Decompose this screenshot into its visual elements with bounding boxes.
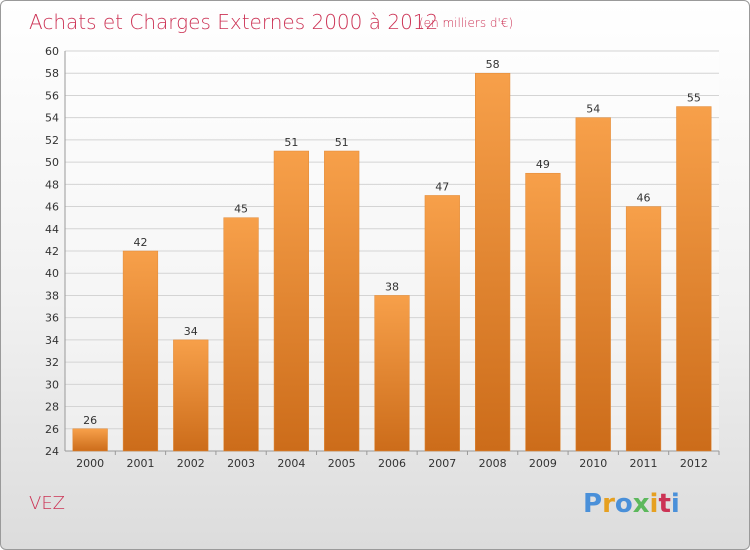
x-tick-label: 2009: [529, 457, 557, 470]
y-tick-label: 48: [45, 178, 59, 191]
x-tick-label: 2010: [579, 457, 607, 470]
data-label: 49: [536, 158, 550, 171]
data-label: 34: [184, 325, 198, 338]
bar: [72, 428, 108, 452]
y-tick-label: 26: [45, 423, 59, 436]
data-label: 58: [486, 58, 500, 71]
y-tick-label: 38: [45, 289, 59, 302]
logo-letter: t: [658, 489, 671, 519]
y-tick-label: 28: [45, 401, 59, 414]
logo-letter: r: [602, 489, 615, 519]
y-tick-label: 42: [45, 245, 59, 258]
data-label: 55: [687, 92, 701, 105]
x-tick-label: 2001: [126, 457, 154, 470]
x-tick-label: 2002: [177, 457, 205, 470]
y-tick-label: 50: [45, 156, 59, 169]
commune-name: VEZ: [29, 493, 66, 514]
bar: [625, 206, 662, 452]
proxiti-logo[interactable]: Proxiti: [583, 489, 680, 519]
bar: [324, 150, 360, 452]
x-tick-label: 2004: [277, 457, 305, 470]
bar: [676, 106, 712, 452]
x-tick-label: 2012: [680, 457, 708, 470]
x-tick-label: 2007: [428, 457, 456, 470]
labels-layer: 26 42 34 45 51 51 38 47 58 49 54 46 55: [83, 58, 701, 427]
bar: [223, 217, 259, 452]
x-tick-label: 2005: [328, 457, 356, 470]
data-label: 51: [335, 136, 349, 149]
x-tick-label: 2008: [479, 457, 507, 470]
data-label: 54: [586, 103, 600, 116]
chart-title: Achats et Charges Externes 2000 à 2012: [29, 10, 438, 34]
logo-letter: o: [614, 489, 633, 519]
logo-letter: P: [583, 489, 603, 519]
chart-subtitle: (en milliers d'€): [419, 16, 513, 30]
data-label: 38: [385, 280, 399, 293]
x-tick-label: 2003: [227, 457, 255, 470]
y-tick-label: 30: [45, 378, 59, 391]
data-label: 45: [234, 203, 248, 216]
bar: [475, 72, 511, 452]
bar: [173, 339, 209, 452]
y-tick-label: 54: [45, 112, 59, 125]
logo-letter: i: [649, 489, 659, 519]
data-label: 47: [435, 180, 449, 193]
y-tick-label: 58: [45, 67, 59, 80]
y-tick-label: 40: [45, 267, 59, 280]
data-label: 46: [637, 192, 651, 205]
bar: [374, 295, 410, 452]
bar: [424, 195, 460, 452]
y-tick-label: 60: [45, 45, 59, 58]
y-tick-label: 24: [45, 445, 59, 458]
axis-layer: 24 26 28 30 32 34 36 38 40 42 44 46 48 50 52 54 56 58 60 20…: [45, 45, 720, 470]
y-tick-label: 36: [45, 312, 59, 325]
y-tick-label: 46: [45, 201, 59, 214]
logo-letter: x: [632, 489, 650, 519]
y-tick-label: 32: [45, 356, 59, 369]
bars-layer: [72, 72, 712, 452]
data-label: 42: [133, 236, 147, 249]
x-tick-label: 2011: [630, 457, 658, 470]
data-label: 51: [284, 136, 298, 149]
bar: [273, 150, 309, 452]
y-tick-label: 52: [45, 134, 59, 147]
bar: [525, 172, 561, 452]
bar: [575, 117, 611, 452]
y-tick-label: 44: [45, 223, 59, 236]
data-label: 26: [83, 414, 97, 427]
bar: [122, 250, 159, 452]
logo-letter: i: [670, 489, 680, 519]
y-tick-label: 56: [45, 89, 59, 102]
x-tick-label: 2000: [76, 457, 104, 470]
x-tick-label: 2006: [378, 457, 406, 470]
y-tick-label: 34: [45, 334, 59, 347]
